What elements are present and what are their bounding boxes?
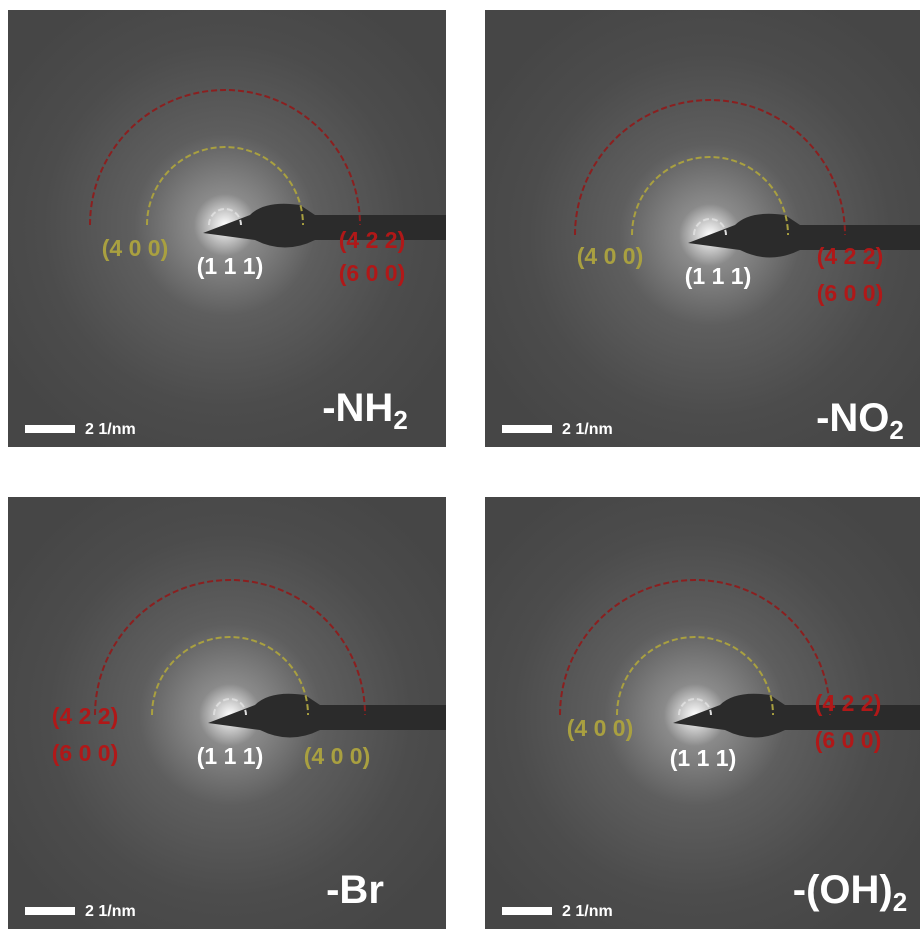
plane-label: (1 1 1)	[197, 743, 263, 769]
group-subscript: 2	[393, 405, 407, 435]
plane-label: (4 0 0)	[304, 743, 370, 769]
plane-label: (1 1 1)	[197, 253, 263, 279]
plane-label: (6 0 0)	[339, 260, 405, 286]
plane-label: (6 0 0)	[817, 280, 883, 306]
diffraction-panel: (4 0 0) (1 1 1) (4 2 2) (6 0 0) 2 1/nm -(OH)2	[485, 497, 920, 929]
figure: (() => { const data = JSON.parse(documen…	[0, 0, 920, 929]
group-label: -(OH)2	[793, 868, 907, 917]
scale-bar	[25, 907, 75, 915]
scale-label: 2 1/nm	[85, 421, 136, 438]
plane-label: (4 0 0)	[102, 235, 168, 261]
group-name: -(OH)	[793, 868, 893, 912]
plane-label: (4 2 2)	[339, 227, 405, 253]
scale-bar	[502, 907, 552, 915]
diffraction-panel: (4 0 0) (1 1 1) (4 2 2) (6 0 0) 2 1/nm -NH2	[8, 10, 446, 447]
plane-label: (6 0 0)	[52, 740, 118, 766]
scale-label: 2 1/nm	[562, 903, 613, 920]
group-label: -Br	[326, 868, 384, 912]
diffraction-panel: (4 0 0) (1 1 1) (4 2 2) (6 0 0) 2 1/nm -Br	[8, 497, 446, 929]
plane-label: (4 2 2)	[817, 243, 883, 269]
plane-label: (1 1 1)	[670, 745, 736, 771]
scale-bar	[502, 425, 552, 433]
group-subscript: 2	[889, 415, 903, 445]
diffraction-panel: (4 0 0) (1 1 1) (4 2 2) (6 0 0) 2 1/nm -NO2	[485, 10, 920, 447]
group-subscript: 2	[893, 887, 907, 917]
plane-label: (1 1 1)	[685, 263, 751, 289]
plane-label: (4 2 2)	[815, 690, 881, 716]
group-name: -NH	[322, 386, 393, 430]
plane-label: (4 2 2)	[52, 703, 118, 729]
scale-label: 2 1/nm	[562, 421, 613, 438]
plane-label: (4 0 0)	[577, 243, 643, 269]
scale-bar	[25, 425, 75, 433]
plane-label: (6 0 0)	[815, 727, 881, 753]
group-name: -NO	[816, 396, 889, 440]
plane-label: (4 0 0)	[567, 715, 633, 741]
scale-label: 2 1/nm	[85, 903, 136, 920]
group-name: -Br	[326, 868, 384, 912]
